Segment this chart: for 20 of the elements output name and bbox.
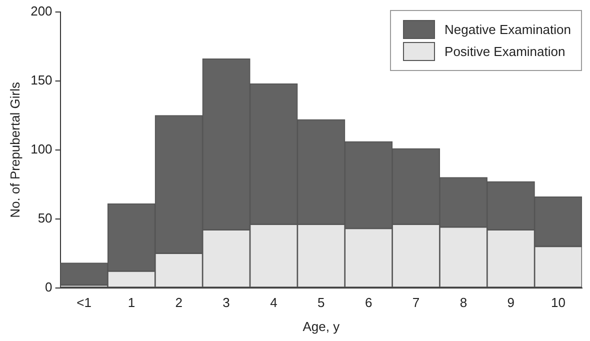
x-tick-label: 3 — [222, 295, 230, 310]
y-axis-title: No. of Prepubertal Girls — [7, 81, 22, 218]
x-tick-label: <1 — [76, 295, 92, 310]
x-tick-label: 7 — [412, 295, 420, 310]
x-tick-label: 4 — [270, 295, 278, 310]
x-tick-label: 6 — [364, 295, 372, 310]
y-tick-label: 50 — [38, 210, 52, 226]
x-tick-label: 8 — [460, 295, 468, 310]
x-tick-label: 9 — [507, 295, 514, 310]
legend-label: Positive Examination — [444, 44, 566, 59]
y-tick-label: 200 — [30, 4, 52, 19]
x-tick-label: 2 — [175, 295, 182, 310]
x-tick-label: 5 — [318, 295, 325, 310]
y-tick-label: 150 — [30, 72, 52, 88]
legend-label: Negative Examination — [444, 22, 571, 37]
y-tick-label: 0 — [45, 279, 52, 294]
x-axis-title: Age, y — [302, 318, 340, 334]
x-tick-label: 1 — [128, 295, 136, 310]
x-tick-label: 10 — [551, 295, 566, 310]
y-tick-label: 100 — [30, 141, 52, 156]
